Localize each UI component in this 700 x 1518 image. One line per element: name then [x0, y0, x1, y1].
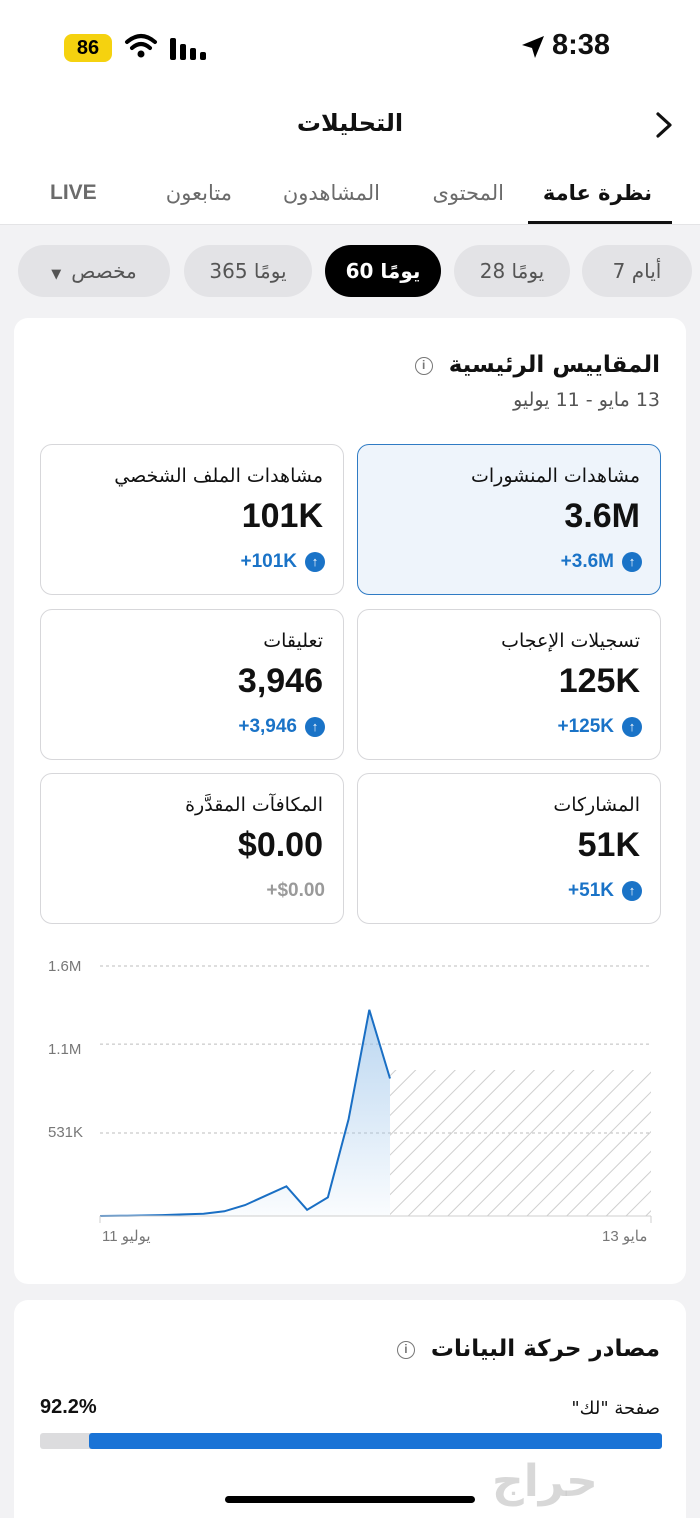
metric-label: مشاهدات المنشورات — [470, 465, 640, 487]
metric-shares[interactable]: المشاركات 51K +51K ↑ — [357, 773, 661, 924]
metric-post-views[interactable]: مشاهدات المنشورات 3.6M +3.6M ↑ — [357, 444, 661, 595]
page-title: التحليلات — [296, 109, 404, 137]
metric-delta-text: +125K — [557, 716, 614, 737]
arrow-up-icon: ↑ — [305, 717, 325, 737]
tab-content[interactable]: المحتوى — [432, 181, 504, 205]
info-icon[interactable]: i — [396, 1341, 415, 1359]
traffic-sources-card — [14, 1300, 686, 1518]
date-range: 13 مايو - 11 يوليو — [513, 389, 660, 411]
metric-delta: +3.6M ↑ — [561, 551, 642, 573]
traffic-source-progress — [40, 1433, 662, 1449]
x-tick-label-start: مايو 13 — [602, 1228, 648, 1245]
arrow-up-icon: ↑ — [622, 881, 642, 901]
key-metrics-title-text: المقاييس الرئيسية — [448, 352, 660, 378]
x-tick-label-end: يوليو 11 — [102, 1228, 151, 1245]
metric-delta: +51K ↑ — [568, 880, 642, 902]
traffic-sources-title: مصادر حركة البيانات i — [396, 1336, 660, 1362]
key-metrics-title: المقاييس الرئيسية i — [414, 352, 660, 378]
page-header: التحليلات نظرة عامة المحتوى المشاهدون مت… — [0, 95, 700, 225]
chevron-down-icon: ▼ — [51, 267, 62, 282]
tab-overview[interactable]: نظرة عامة — [542, 181, 652, 205]
metric-comments[interactable]: تعليقات 3,946 +3,946 ↑ — [40, 609, 344, 760]
status-time: 8:38 — [552, 29, 611, 61]
cellular-signal-icon — [170, 38, 206, 60]
arrow-up-icon: ↑ — [305, 552, 325, 572]
back-chevron-icon[interactable] — [654, 111, 674, 139]
watermark-logo: حراج — [492, 1456, 598, 1507]
metric-value: 3.6M — [564, 497, 640, 535]
metric-delta: +101K ↑ — [240, 551, 325, 573]
status-bar: 86 8:38 — [0, 0, 700, 95]
home-indicator — [225, 1496, 475, 1503]
metric-label: المكافآت المقدَّرة — [185, 794, 323, 816]
metric-delta-text: +101K — [240, 551, 297, 572]
metric-value: 125K — [558, 662, 640, 700]
chip-7-days[interactable]: 7 أيام — [582, 245, 692, 297]
metric-label: تعليقات — [263, 630, 323, 652]
traffic-source-percent: 92.2% — [40, 1396, 97, 1418]
battery-indicator: 86 — [64, 34, 112, 62]
arrow-up-icon: ↑ — [622, 552, 642, 572]
metric-label: تسجيلات الإعجاب — [501, 630, 640, 652]
metric-delta-text: +3,946 — [238, 716, 297, 737]
metric-value: 3,946 — [237, 662, 323, 700]
location-arrow-icon — [522, 36, 544, 58]
wifi-icon — [125, 34, 157, 58]
traffic-source-progress-fill — [88, 1433, 662, 1449]
metric-delta: +$0.00 — [266, 880, 325, 902]
metric-label: مشاهدات الملف الشخصي — [114, 465, 323, 487]
traffic-sources-title-text: مصادر حركة البيانات — [430, 1336, 660, 1362]
y-tick-label: 1.1M — [48, 1041, 82, 1058]
metric-label: المشاركات — [553, 794, 640, 816]
active-tab-indicator — [528, 221, 672, 224]
metric-delta-text: +3.6M — [560, 551, 614, 572]
tab-live[interactable]: LIVE — [50, 181, 97, 204]
traffic-source-label: صفحة "لك" — [571, 1398, 660, 1419]
metric-likes[interactable]: تسجيلات الإعجاب 125K +125K ↑ — [357, 609, 661, 760]
metric-value: $0.00 — [237, 826, 323, 864]
chip-28-days[interactable]: 28 يومًا — [454, 245, 570, 297]
tab-viewers[interactable]: المشاهدون — [282, 181, 380, 205]
metric-value: 101K — [241, 497, 323, 535]
info-icon[interactable]: i — [414, 357, 433, 375]
metric-value: 51K — [577, 826, 640, 864]
metric-profile-views[interactable]: مشاهدات الملف الشخصي 101K +101K ↑ — [40, 444, 344, 595]
chip-365-days[interactable]: 365 يومًا — [184, 245, 312, 297]
arrow-up-icon: ↑ — [622, 717, 642, 737]
metric-estimated-rewards[interactable]: المكافآت المقدَّرة $0.00 +$0.00 — [40, 773, 344, 924]
metric-delta-text: +$0.00 — [266, 880, 325, 901]
y-tick-label: 1.6M — [48, 958, 82, 975]
metric-delta-text: +51K — [568, 880, 614, 901]
chip-60-days[interactable]: 60 يومًا — [325, 245, 441, 297]
metric-delta: +3,946 ↑ — [238, 716, 325, 738]
chip-custom[interactable]: ▼ مخصص — [18, 245, 170, 297]
tab-followers[interactable]: متابعون — [165, 181, 232, 205]
y-tick-label: 531K — [48, 1124, 84, 1141]
metric-delta: +125K ↑ — [557, 716, 642, 738]
chip-custom-label: مخصص — [71, 259, 137, 283]
